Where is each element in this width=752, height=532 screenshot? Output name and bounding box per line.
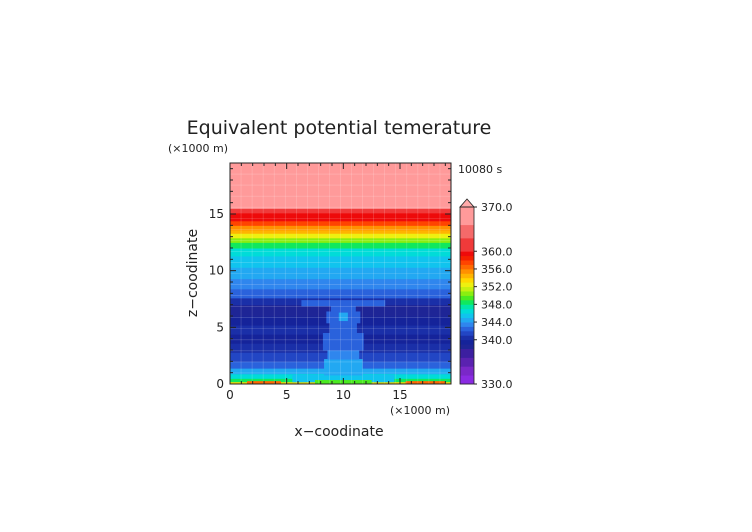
y-tick-label: 15 [209,207,224,221]
contour-layer [230,248,451,257]
y-tick-label: 5 [216,320,224,334]
colorbar-band [460,299,474,305]
colorbar-band [460,286,474,292]
y-axis-label: z−coodinate [185,229,201,317]
y-axis: 0 5 10 15 [209,168,451,391]
colorbar-tick-label: 340.0 [481,334,513,347]
colorbar-band [460,375,474,385]
colorbar: 370.0 360.0 356.0 352.0 348.0 344.0 340.0 330.0 [459,198,513,391]
colorbar-band [460,224,474,239]
colorbar-band [460,317,474,323]
colorbar-band [460,237,474,252]
x-axis-label: x−coodinate [294,424,383,440]
colorbar-band [460,251,474,257]
colorbar-band [460,260,474,265]
plume-region [330,305,356,312]
contour-layer [230,242,451,249]
colorbar-tick-label: 370.0 [481,201,513,214]
x-tick-label: 0 [226,388,234,402]
surface-region [405,381,446,385]
x-axis: 0 5 10 15 [226,163,446,402]
contour-layer [230,220,451,226]
colorbar-band [460,304,474,310]
plume-region [327,350,360,360]
time-label: 10080 s [458,163,502,176]
colorbar-band [460,207,474,226]
colorbar-band [460,322,474,327]
colorbar-band [460,291,474,296]
plume-region [322,333,364,351]
colorbar-band [460,366,474,376]
colorbar-band [460,326,474,332]
contour-layer [230,278,451,290]
colorbar-band [460,264,474,270]
contour-layer [230,237,451,243]
plume-region [338,312,348,322]
plume-region [301,300,386,307]
colorbar-band [460,339,474,345]
colorbar-tick-label: 360.0 [481,245,513,258]
plume-region [329,322,357,334]
contour-layer [230,267,451,280]
colorbar-tick-label: 356.0 [481,263,513,276]
colorbar-tick-label: 348.0 [481,298,513,311]
contour-layer [230,212,451,222]
colorbar-band [460,344,474,349]
x-tick-label: 15 [392,388,407,402]
contour-layer [230,208,451,214]
colorbar-tick-label: 330.0 [481,378,513,391]
contour-layer [230,225,451,231]
contour-layer [230,233,451,239]
colorbar-frame [459,206,475,385]
plot-area [230,163,451,385]
colorbar-band [460,335,474,341]
colorbar-tick-label: 344.0 [481,316,513,329]
colorbar-band [460,330,474,336]
chart-title: Equivalent potential temerature [187,117,492,139]
colorbar-band [460,268,474,274]
colorbar-tick-label: 352.0 [481,281,513,294]
gridlines [230,163,451,384]
colorbar-band [460,357,474,367]
colorbar-band [460,348,474,358]
colorbar-band [460,295,474,301]
y-tick-label: 0 [216,377,224,391]
x-tick-label: 5 [283,388,291,402]
y-unit-label: (×1000 m) [168,142,228,155]
x-tick-label: 10 [336,388,351,402]
plot-frame [229,162,452,385]
colorbar-band [460,308,474,314]
colorbar-band [460,255,474,261]
colorbar-band [460,273,474,279]
colorbar-band [460,282,474,288]
y-tick-label: 10 [209,264,224,278]
plume-region [324,359,363,376]
colorbar-band [460,277,474,283]
colorbar-extend-arrow [459,198,475,208]
colorbar-band [460,313,474,319]
x-unit-label: (×1000 m) [390,404,450,417]
contour-layer [230,288,451,299]
contour-layer [230,163,451,209]
contour-layer [230,255,451,268]
contour-layer [230,229,451,234]
